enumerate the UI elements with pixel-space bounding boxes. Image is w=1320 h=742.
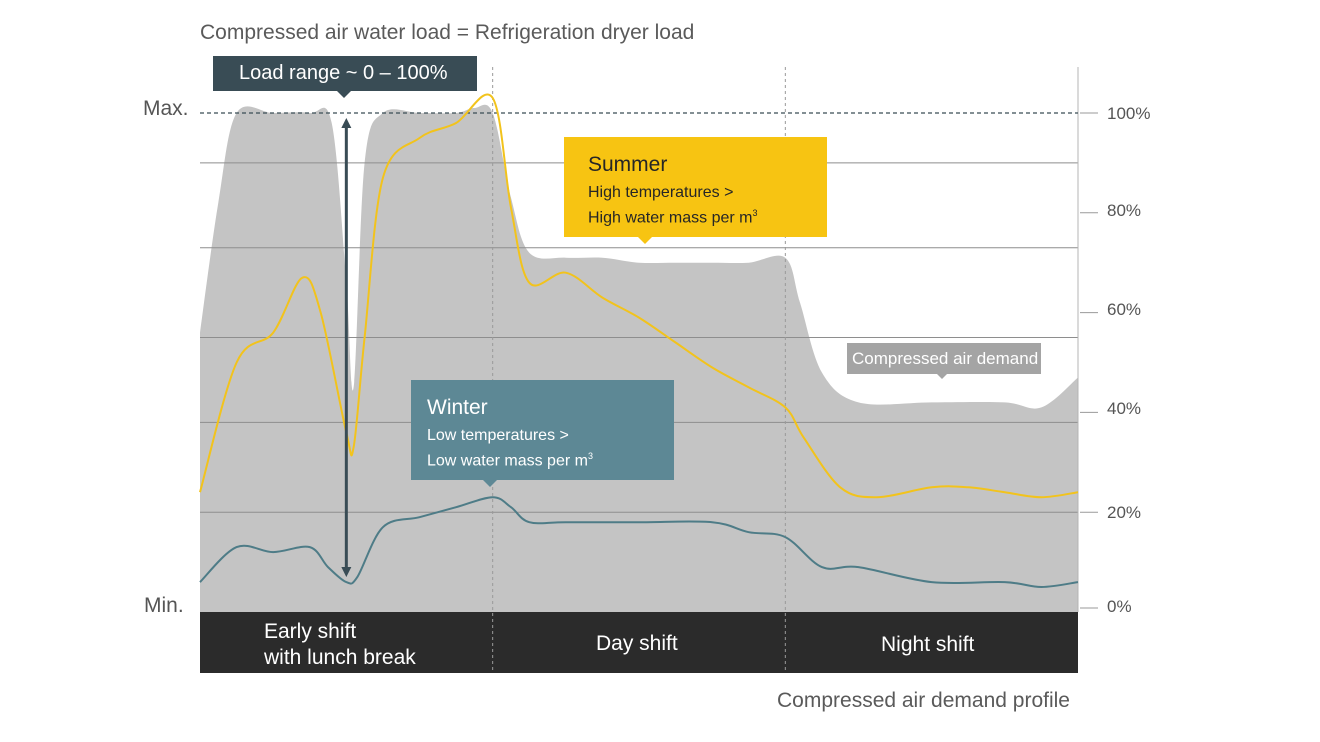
- summer-line: [199, 93, 1079, 499]
- y-tick-label: 0%: [1107, 597, 1132, 616]
- y-tick-label: 60%: [1107, 300, 1142, 319]
- summer-callout: Summer High temperatures > High water ma…: [564, 137, 827, 244]
- demand-area: [200, 104, 1078, 613]
- summer-superscript: 3: [752, 208, 758, 218]
- early-shift-line-1: Early shift: [264, 620, 357, 643]
- winter-line-2: Low water mass per m3: [427, 446, 674, 471]
- day-shift-label: Day shift: [596, 632, 678, 655]
- max-label: Max.: [143, 97, 189, 120]
- night-shift-label: Night shift: [881, 633, 975, 656]
- shift-band: [200, 612, 1078, 673]
- callout-pointer: [937, 374, 947, 379]
- summer-heading: Summer: [588, 153, 668, 176]
- early-shift-label: Early shift with lunch break: [264, 619, 416, 671]
- chart-title: Compressed air water load = Refrigeratio…: [200, 21, 695, 44]
- winter-line: [199, 496, 1079, 589]
- load-range-text: Load range ~ 0 – 100%: [239, 62, 448, 84]
- summer-line-2: High water mass per m3: [588, 203, 827, 228]
- y-tick-label: 80%: [1107, 201, 1142, 220]
- winter-heading: Winter: [427, 396, 488, 419]
- callout-pointer: [638, 237, 652, 244]
- summer-line-1: High temperatures >: [588, 184, 734, 201]
- load-range-callout: Load range ~ 0 – 100%: [213, 56, 477, 98]
- y-tick-label: 100%: [1107, 104, 1151, 123]
- demand-callout: Compressed air demand: [847, 343, 1041, 379]
- summer-line-2-text: High water mass per m: [588, 209, 753, 227]
- winter-line-2-text: Low water mass per m: [427, 452, 588, 470]
- winter-superscript: 3: [587, 451, 593, 461]
- callout-pointer: [483, 480, 497, 487]
- chart-footer: Compressed air demand profile: [777, 689, 1070, 712]
- min-label: Min.: [144, 594, 184, 617]
- y-tick-label: 20%: [1107, 503, 1142, 522]
- callout-pointer: [337, 91, 351, 98]
- y-tick-label: 40%: [1107, 399, 1142, 418]
- demand-text: Compressed air demand: [852, 349, 1039, 368]
- early-shift-line-2: with lunch break: [264, 646, 416, 669]
- winter-line-1: Low temperatures >: [427, 427, 569, 444]
- winter-callout: Winter Low temperatures > Low water mass…: [411, 380, 674, 487]
